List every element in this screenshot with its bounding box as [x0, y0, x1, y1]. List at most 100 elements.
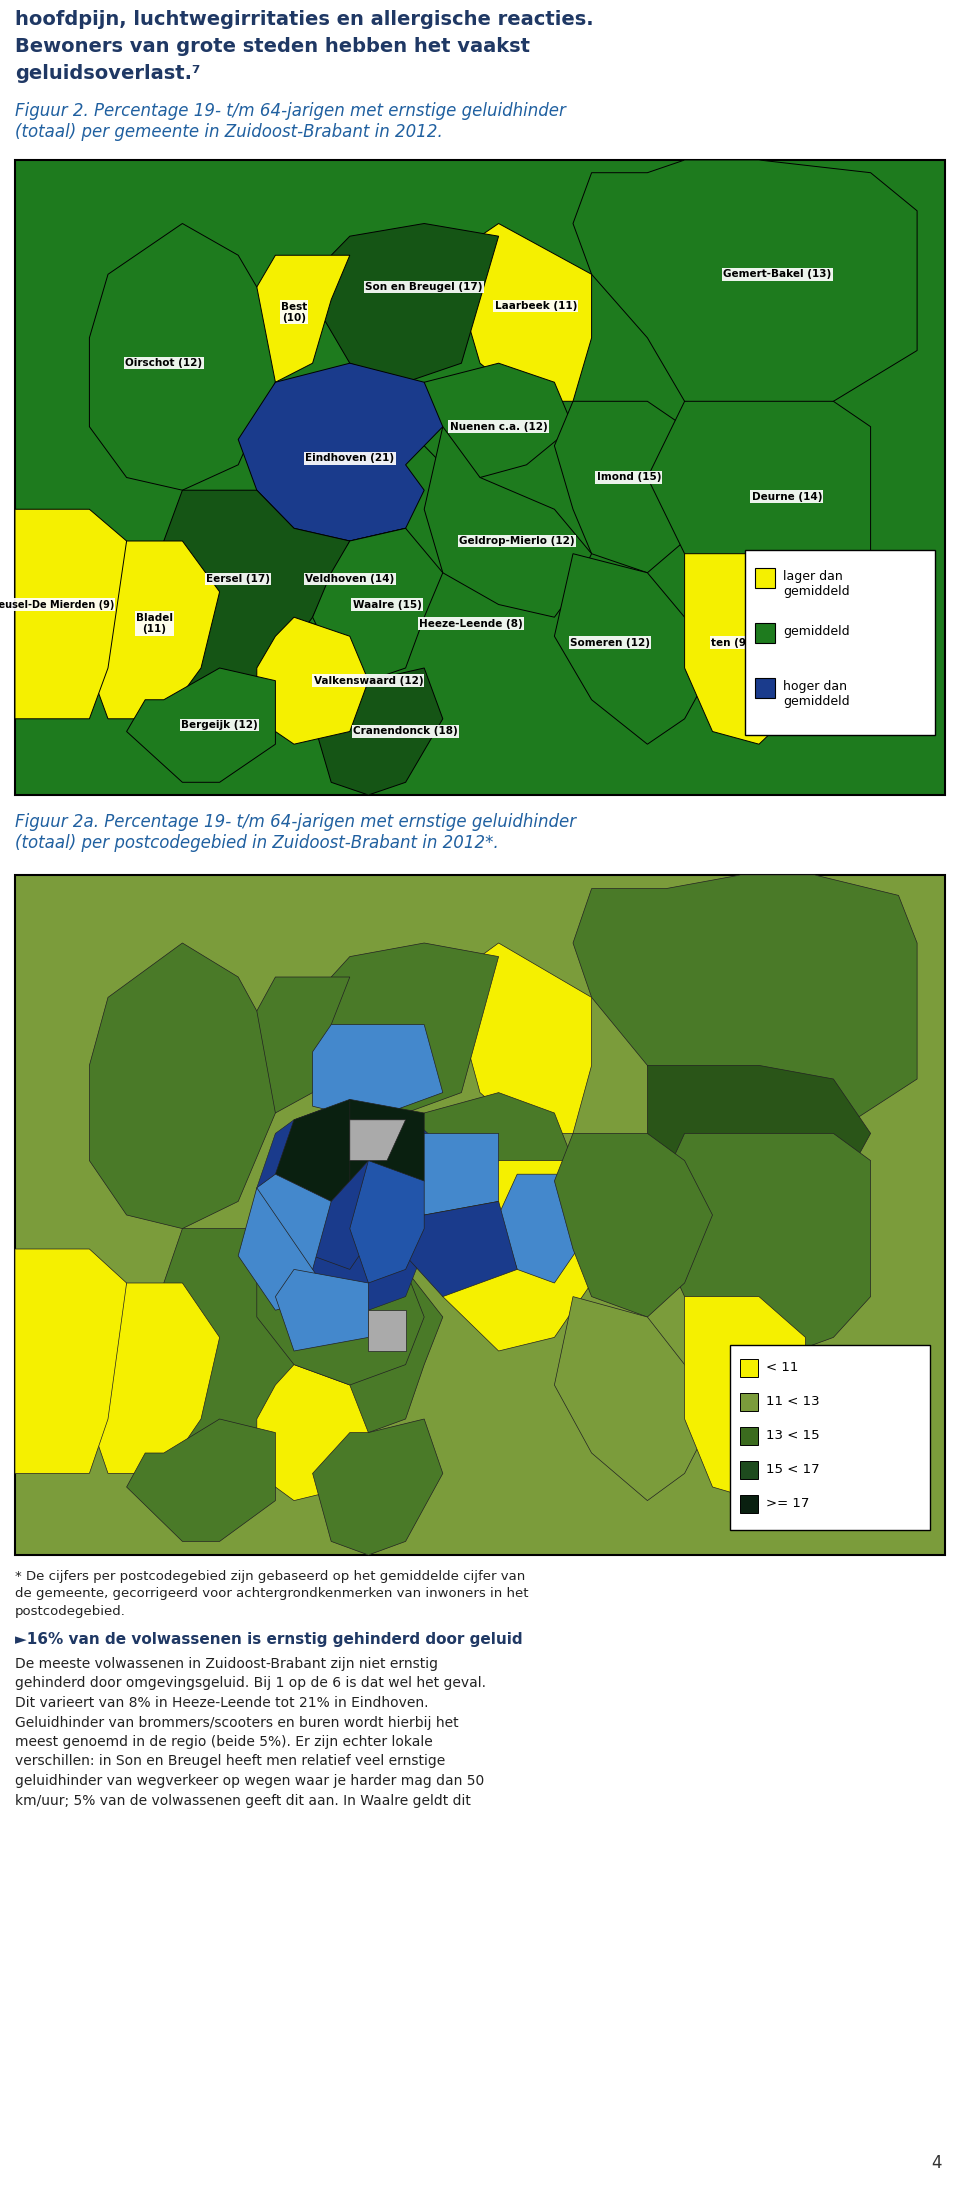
Text: geluidsoverlast.⁷: geluidsoverlast.⁷: [15, 63, 201, 83]
Polygon shape: [573, 875, 917, 1161]
Text: Waalre (15): Waalre (15): [352, 599, 421, 610]
Text: >= 17: >= 17: [766, 1496, 809, 1509]
Polygon shape: [462, 223, 591, 400]
Polygon shape: [89, 1284, 220, 1474]
Text: Eindhoven (21): Eindhoven (21): [305, 453, 395, 464]
Text: Figuur 2. Percentage 19- t/m 64-jarigen met ernstige geluidhinder
(totaal) per g: Figuur 2. Percentage 19- t/m 64-jarigen …: [15, 103, 565, 140]
Text: Deurne (14): Deurne (14): [752, 492, 822, 501]
Polygon shape: [555, 400, 712, 573]
Bar: [730, 1345, 930, 1531]
Polygon shape: [15, 1249, 127, 1474]
Text: Geldrop-Mierlo (12): Geldrop-Mierlo (12): [460, 536, 575, 547]
Polygon shape: [313, 1268, 443, 1432]
Bar: [15, 160, 945, 796]
Text: Best
(10): Best (10): [281, 302, 307, 324]
Polygon shape: [349, 1120, 405, 1161]
Text: < 11: < 11: [766, 1360, 799, 1373]
Text: Bewoners van grote steden hebben het vaakst: Bewoners van grote steden hebben het vaa…: [15, 37, 530, 57]
Polygon shape: [145, 490, 349, 700]
Polygon shape: [573, 160, 917, 426]
Bar: [755, 623, 775, 643]
Polygon shape: [15, 510, 127, 720]
Bar: [740, 1358, 758, 1378]
Polygon shape: [405, 1094, 573, 1216]
Bar: [15, 875, 945, 1555]
Polygon shape: [145, 1229, 349, 1452]
Text: 15 < 17: 15 < 17: [766, 1463, 820, 1476]
Polygon shape: [684, 553, 805, 744]
Polygon shape: [405, 1201, 517, 1297]
Polygon shape: [238, 1188, 331, 1310]
Text: Gemert-Bakel (13): Gemert-Bakel (13): [724, 269, 831, 280]
Polygon shape: [647, 1133, 871, 1365]
Polygon shape: [294, 1161, 387, 1268]
Polygon shape: [313, 1024, 443, 1120]
Polygon shape: [313, 943, 498, 1113]
Polygon shape: [276, 1100, 369, 1201]
Polygon shape: [424, 1161, 611, 1352]
Text: Veldhoven (14): Veldhoven (14): [305, 575, 395, 584]
Polygon shape: [313, 667, 443, 796]
Text: Bergeijk (12): Bergeijk (12): [181, 720, 258, 730]
Text: De meeste volwassenen in Zuidoost-Brabant zijn niet ernstig
gehinderd door omgev: De meeste volwassenen in Zuidoost-Braban…: [15, 1658, 486, 1806]
Bar: [740, 1496, 758, 1513]
Text: Eersel (17): Eersel (17): [206, 575, 270, 584]
Polygon shape: [555, 1297, 712, 1500]
Polygon shape: [462, 943, 591, 1133]
Polygon shape: [238, 978, 349, 1113]
Text: Imond (15): Imond (15): [596, 472, 661, 483]
Text: Nuenen c.a. (12): Nuenen c.a. (12): [449, 422, 547, 431]
Polygon shape: [313, 1419, 443, 1555]
Bar: [740, 1426, 758, 1446]
Polygon shape: [684, 1297, 805, 1500]
Text: Figuur 2a. Percentage 19- t/m 64-jarigen met ernstige geluidhinder
(totaal) per : Figuur 2a. Percentage 19- t/m 64-jarigen…: [15, 814, 576, 851]
Text: ►16% van de volwassenen is ernstig gehinderd door geluid: ►16% van de volwassenen is ernstig gehin…: [15, 1632, 522, 1647]
Polygon shape: [349, 1161, 424, 1284]
Text: Cranendonck (18): Cranendonck (18): [353, 726, 458, 737]
Polygon shape: [647, 1065, 871, 1229]
Polygon shape: [89, 223, 276, 490]
Text: 4: 4: [931, 2154, 942, 2172]
Polygon shape: [424, 426, 591, 617]
Text: lager dan
gemiddeld: lager dan gemiddeld: [783, 571, 850, 597]
Text: Bladel
(11): Bladel (11): [136, 612, 173, 634]
Polygon shape: [313, 223, 498, 383]
Bar: [740, 1393, 758, 1411]
Polygon shape: [276, 1268, 369, 1352]
Text: * De cijfers per postcodegebied zijn gebaseerd op het gemiddelde cijfer van
de g: * De cijfers per postcodegebied zijn geb…: [15, 1570, 529, 1618]
Polygon shape: [238, 256, 349, 383]
Text: Reusel-De Mierden (9): Reusel-De Mierden (9): [0, 599, 114, 610]
Bar: [755, 678, 775, 698]
Text: Valkenswaard (12): Valkenswaard (12): [314, 676, 423, 687]
Polygon shape: [313, 529, 443, 680]
Polygon shape: [257, 1100, 443, 1310]
Polygon shape: [257, 1268, 424, 1384]
Polygon shape: [405, 1133, 498, 1216]
Text: Laarbeek (11): Laarbeek (11): [494, 302, 577, 311]
Text: 13 < 15: 13 < 15: [766, 1428, 820, 1441]
Bar: [755, 569, 775, 588]
Text: gemiddeld: gemiddeld: [783, 625, 850, 639]
Polygon shape: [257, 1174, 331, 1268]
Polygon shape: [555, 553, 712, 744]
Text: Oirschot (12): Oirschot (12): [125, 359, 203, 367]
Polygon shape: [127, 1419, 276, 1542]
Polygon shape: [257, 529, 424, 636]
Polygon shape: [498, 1174, 591, 1284]
Polygon shape: [257, 1365, 369, 1500]
Text: Heeze-Leende (8): Heeze-Leende (8): [419, 619, 522, 628]
Bar: [740, 1461, 758, 1478]
Polygon shape: [127, 667, 276, 783]
Polygon shape: [369, 1310, 405, 1352]
Polygon shape: [238, 363, 443, 540]
Text: hoofdpijn, luchtwegirritaties en allergische reacties.: hoofdpijn, luchtwegirritaties en allergi…: [15, 11, 593, 28]
Polygon shape: [647, 400, 871, 617]
Polygon shape: [405, 363, 573, 477]
Polygon shape: [555, 1133, 712, 1317]
Text: ten (9): ten (9): [711, 639, 751, 647]
Text: 11 < 13: 11 < 13: [766, 1395, 820, 1408]
Bar: [745, 549, 935, 735]
Polygon shape: [257, 617, 369, 744]
Polygon shape: [89, 540, 220, 720]
Polygon shape: [89, 943, 276, 1229]
